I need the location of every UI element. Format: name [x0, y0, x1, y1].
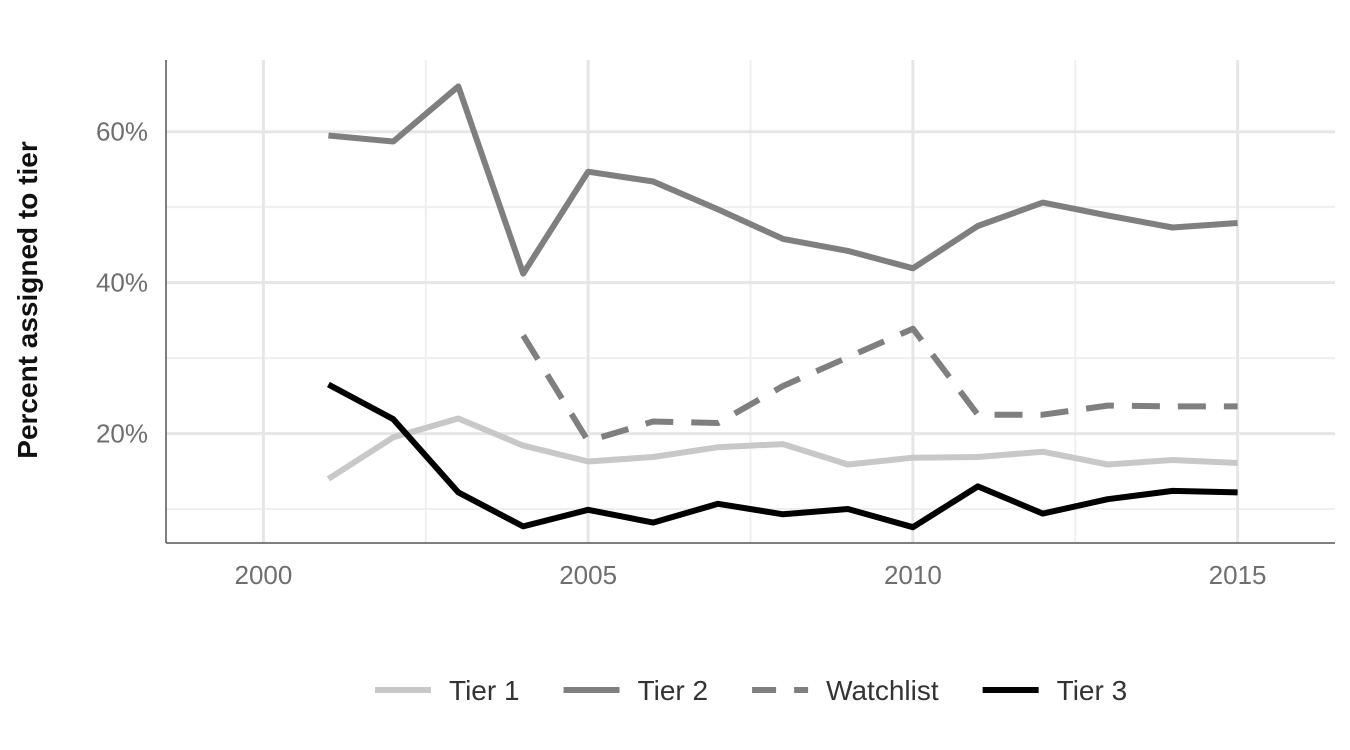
series-line-watchlist [520, 325, 1238, 445]
series-line-tier-1 [326, 415, 1238, 482]
y-axis-title: Percent assigned to tier [12, 141, 43, 459]
series-lines [326, 83, 1238, 531]
legend-item-watchlist: Watchlist [752, 675, 939, 706]
legend-label: Tier 2 [638, 675, 709, 706]
legend-label: Watchlist [826, 675, 939, 706]
y-tick-label: 40% [96, 268, 148, 298]
x-axis-tick-labels: 2000 2005 2010 2015 [234, 560, 1266, 590]
legend-label: Tier 1 [449, 675, 520, 706]
legend-item-tier-2: Tier 2 [563, 675, 709, 706]
legend-label: Tier 3 [1057, 675, 1128, 706]
x-tick-label: 2000 [234, 560, 292, 590]
y-tick-label: 20% [96, 419, 148, 449]
series-line-tier-3 [326, 381, 1238, 531]
series-line-tier-2 [328, 83, 1238, 277]
legend: Tier 1 Tier 2 Watchlist Tier 3 [375, 675, 1127, 706]
legend-item-tier-3: Tier 3 [982, 675, 1128, 706]
legend-item-tier-1: Tier 1 [375, 675, 520, 706]
x-tick-label: 2005 [559, 560, 617, 590]
y-tick-label: 60% [96, 117, 148, 147]
minor-gridlines [166, 60, 1335, 543]
y-axis-tick-labels: 20% 40% 60% [96, 117, 148, 449]
x-tick-label: 2010 [884, 560, 942, 590]
x-tick-label: 2015 [1209, 560, 1267, 590]
